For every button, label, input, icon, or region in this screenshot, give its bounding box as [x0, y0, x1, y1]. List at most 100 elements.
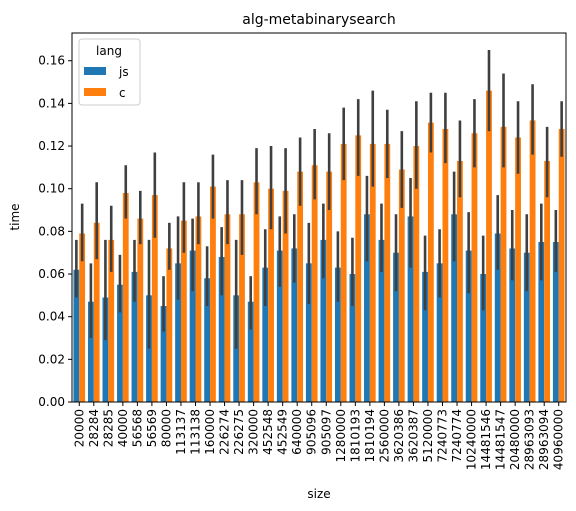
- bar-js-905097: [320, 239, 327, 402]
- legend: lang js c: [78, 38, 141, 106]
- bar-c-56569: [151, 195, 158, 402]
- x-tick-label: 7240774: [450, 409, 464, 462]
- bar-js-80000: [160, 306, 167, 402]
- bar-js-3620386: [393, 252, 399, 402]
- bars-layer: [73, 90, 565, 403]
- y-tick-label: 0.14: [38, 96, 65, 110]
- bar-js-640000: [291, 248, 298, 402]
- bar-c-80000: [166, 248, 173, 402]
- plot-frame: [71, 32, 567, 403]
- bar-c-3620387: [413, 146, 420, 402]
- bar-js-40960000: [552, 242, 559, 402]
- bar-c-28285: [108, 239, 115, 402]
- bar-js-452548: [262, 267, 269, 402]
- bar-js-20480000: [509, 248, 516, 402]
- x-axis-label: size: [307, 487, 330, 501]
- legend-label-c: c: [119, 86, 126, 100]
- bar-js-28284: [87, 301, 94, 402]
- x-tick-label: 14481546: [479, 409, 493, 470]
- bar-js-320000: [247, 301, 254, 402]
- y-tick-label: 0.12: [38, 139, 65, 153]
- x-tick-label: 3620386: [392, 409, 406, 462]
- x-axis: 20000 28284 28285 40000 56568 56569 80000 11313…: [72, 402, 566, 470]
- x-tick-label: 40960000: [552, 409, 566, 470]
- bar-js-56568: [131, 271, 138, 402]
- x-tick-label: 5120000: [421, 409, 435, 462]
- bar-c-2560000: [384, 143, 391, 402]
- bar-js-2560000: [378, 239, 385, 402]
- x-tick-label: 80000: [159, 409, 173, 447]
- x-tick-label: 10240000: [465, 409, 479, 470]
- bar-c-905096: [311, 165, 318, 402]
- bar-c-1810193: [355, 135, 362, 402]
- x-tick-label: 20480000: [508, 409, 522, 470]
- bar-c-14481546: [486, 90, 492, 402]
- bar-c-226274: [224, 214, 231, 402]
- bar-c-160000: [210, 186, 216, 402]
- error-bars-layer: [75, 50, 563, 349]
- bar-c-28284: [93, 222, 100, 402]
- bar-js-20000: [73, 269, 80, 402]
- x-tick-label: 28284: [87, 409, 101, 447]
- bar-c-113138: [195, 216, 202, 402]
- x-tick-label: 160000: [203, 409, 217, 455]
- bar-c-20480000: [515, 137, 521, 402]
- legend-swatch-js: [84, 67, 106, 75]
- bar-c-640000: [297, 171, 304, 402]
- x-tick-label: 7240773: [436, 409, 450, 462]
- bar-c-28963094: [544, 160, 551, 402]
- bar-c-3620386: [398, 169, 405, 402]
- bar-js-226274: [218, 256, 225, 402]
- x-tick-label: 1280000: [334, 409, 348, 462]
- x-tick-label: 1810194: [363, 409, 377, 462]
- bar-js-7240774: [451, 214, 458, 402]
- x-tick-label: 452548: [261, 409, 275, 455]
- bar-c-905097: [326, 171, 333, 402]
- legend-title: lang: [96, 44, 122, 58]
- bar-js-113138: [189, 250, 196, 402]
- y-tick-label: 0.02: [38, 352, 65, 366]
- x-tick-label: 28285: [101, 409, 115, 447]
- y-tick-label: 0.16: [38, 54, 65, 68]
- legend-swatch-c: [84, 88, 106, 96]
- bar-c-10240000: [471, 133, 478, 402]
- bar-js-7240773: [436, 263, 443, 402]
- x-tick-label: 56569: [145, 409, 159, 447]
- x-tick-label: 40000: [116, 409, 130, 447]
- bar-js-905096: [305, 263, 312, 402]
- y-tick-label: 0.10: [38, 182, 65, 196]
- x-tick-label: 113137: [174, 409, 188, 455]
- x-tick-label: 1810193: [348, 409, 362, 462]
- bar-js-452549: [276, 250, 283, 402]
- x-tick-label: 3620387: [406, 409, 420, 462]
- bar-js-28963094: [538, 242, 545, 402]
- x-tick-label: 452549: [276, 409, 290, 455]
- bar-js-14481546: [480, 274, 487, 402]
- bar-js-160000: [204, 278, 211, 402]
- y-tick-label: 0.06: [38, 267, 65, 281]
- bar-c-7240773: [442, 128, 449, 403]
- bar-js-14481547: [494, 233, 501, 402]
- y-axis: 0.00 0.02 0.04 0.06 0.08 0.10 0.12 0.14 0.16: [38, 54, 72, 409]
- bar-c-1810194: [369, 143, 376, 402]
- chart-title: alg-metabinarysearch: [242, 12, 396, 28]
- bar-js-1280000: [334, 267, 341, 402]
- bar-c-56568: [137, 218, 144, 402]
- y-tick-label: 0.08: [38, 224, 65, 238]
- bar-c-14481547: [500, 126, 507, 402]
- bar-js-1810193: [349, 274, 356, 402]
- bar-c-1280000: [340, 143, 347, 402]
- bar-js-28285: [102, 297, 109, 402]
- bar-c-226275: [239, 214, 245, 402]
- bar-c-40000: [122, 192, 129, 402]
- x-tick-label: 28963094: [537, 409, 551, 470]
- bar-js-10240000: [465, 250, 472, 402]
- x-tick-label: 226275: [232, 409, 246, 455]
- x-tick-label: 640000: [290, 409, 304, 455]
- y-tick-label: 0.04: [38, 310, 65, 324]
- x-tick-label: 905096: [305, 409, 319, 455]
- bar-js-3620387: [407, 216, 414, 402]
- bar-c-113137: [180, 220, 187, 402]
